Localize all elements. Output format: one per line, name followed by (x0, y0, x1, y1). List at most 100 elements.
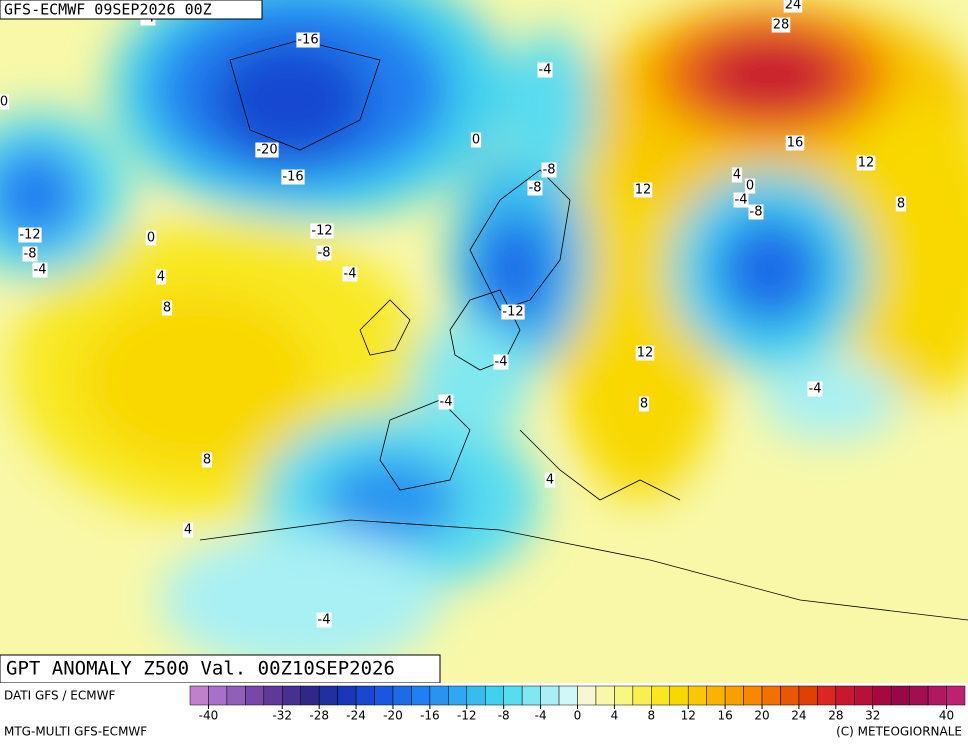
contour-label: -12 (502, 305, 523, 320)
legend-swatch (466, 685, 486, 706)
legend-swatch (946, 685, 966, 706)
legend-swatch (208, 685, 228, 706)
legend-swatch (245, 685, 265, 706)
legend-tick-label: -16 (420, 709, 440, 723)
legend-swatch (337, 685, 357, 706)
contour-label-bg (281, 169, 305, 185)
contour-label: 16 (787, 136, 804, 151)
anomaly-field: -4-1624280-4-2001612-16-8-81240-4-88-12-… (0, 0, 968, 683)
contour-label: 0 (746, 179, 754, 194)
contour-label: 4 (733, 168, 741, 183)
legend-swatch (614, 685, 634, 706)
legend-swatch (540, 685, 560, 706)
contour-label-bg (493, 354, 509, 370)
contour-label-bg (807, 381, 823, 397)
contour-label: -12 (19, 228, 40, 243)
contour-label: 12 (635, 183, 652, 198)
contour-label-bg (342, 266, 358, 282)
contour-label: -8 (750, 205, 763, 220)
legend-swatch (761, 685, 781, 706)
contour-label-bg (771, 17, 791, 33)
contour-label: -8 (529, 181, 542, 196)
contour-label: -4 (539, 63, 552, 78)
legend-swatch (503, 685, 523, 706)
contour-label-bg (785, 135, 805, 151)
contour-label-bg (316, 612, 332, 628)
contour-label-bg (501, 304, 525, 320)
contour-label-bg (635, 345, 655, 361)
contour-label-bg (733, 192, 749, 208)
contour-label-bg (155, 269, 167, 285)
contour-label: -8 (318, 246, 331, 261)
contour-label-bg (470, 132, 482, 148)
legend-swatch (318, 685, 338, 706)
contour-label: 8 (897, 197, 905, 212)
contour-label: 0 (0, 95, 8, 110)
legend-tick-label: 32 (865, 709, 880, 723)
contour-label: -8 (543, 163, 556, 178)
legend-tick-label: 40 (939, 709, 954, 723)
contour-label-bg (748, 204, 764, 220)
legend-swatch (300, 685, 320, 706)
contour-label: -4 (318, 613, 331, 628)
contour-label: -4 (440, 395, 453, 410)
contour-label: 12 (858, 156, 875, 171)
legend-swatch (355, 685, 375, 706)
legend-swatch (448, 685, 468, 706)
legend-tick-label: -8 (498, 709, 510, 723)
contour-label-bg (856, 155, 876, 171)
contour-label-bg (255, 142, 279, 158)
contour-label-bg (544, 472, 556, 488)
contour-label-bg (201, 452, 213, 468)
legend-swatch (798, 685, 818, 706)
legend-tick-label: 0 (574, 709, 582, 723)
legend-swatch (651, 685, 671, 706)
contour-label-bg (527, 180, 543, 196)
legend-swatch (521, 685, 541, 706)
legend-swatch (669, 685, 689, 706)
legend-swatch (724, 685, 744, 706)
contour-label-bg (537, 62, 553, 78)
contour-label: 0 (472, 133, 480, 148)
contour-label-bg (0, 94, 10, 110)
contour-label: 0 (147, 231, 155, 246)
map-title: GPT ANOMALY Z500 Val. 00Z10SEP2026 (6, 658, 395, 680)
legend-tick-label: -28 (309, 709, 329, 723)
contour-label: 4 (184, 523, 192, 538)
contour-label-bg (316, 245, 332, 261)
contour-label-bg (744, 178, 756, 194)
legend-swatch (909, 685, 929, 706)
legend-swatch (595, 685, 615, 706)
footer-model: MTG-MULTI GFS-ECMWF (4, 725, 147, 739)
contour-label-bg (32, 262, 48, 278)
legend-swatch (632, 685, 652, 706)
contour-label: 4 (546, 473, 554, 488)
contour-label: 8 (203, 453, 211, 468)
contour-label: -4 (495, 355, 508, 370)
legend-swatch (577, 685, 597, 706)
legend-swatch (854, 685, 873, 706)
contour-label: 8 (640, 397, 648, 412)
header-title: GFS-ECMWF 09SEP2026 00Z (4, 1, 212, 19)
contour-label-bg (438, 394, 454, 410)
legend-swatch (189, 685, 209, 706)
legend-tick-label: 16 (717, 709, 732, 723)
legend-swatch (392, 685, 412, 706)
legend-tick-label: -4 (535, 709, 547, 723)
contour-label-bg (638, 396, 650, 412)
legend-tick-label: 12 (681, 709, 696, 723)
legend-swatch (411, 685, 431, 706)
legend-swatch (890, 685, 910, 706)
legend-tick-label: 28 (828, 709, 843, 723)
contour-label-bg (18, 227, 42, 243)
contour-label-bg (731, 167, 743, 183)
legend-swatch (780, 685, 800, 706)
contour-label-bg (296, 32, 320, 48)
contour-label-bg (783, 0, 803, 13)
legend-swatch (835, 685, 855, 706)
contour-label: 28 (773, 18, 790, 33)
legend-swatch (927, 685, 947, 706)
legend-tick-label: -24 (346, 709, 366, 723)
legend-tick-label: 20 (754, 709, 769, 723)
